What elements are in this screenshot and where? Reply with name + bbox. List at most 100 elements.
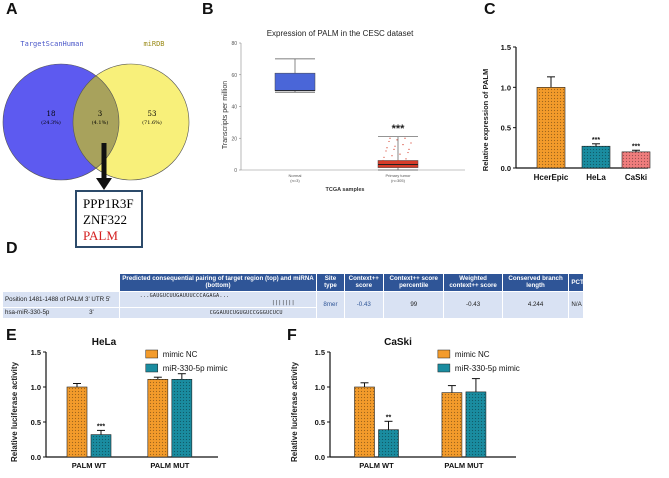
chartF-annotation: ** <box>386 414 392 421</box>
chartE-legend-swatch <box>145 349 159 359</box>
chartE-annotation: *** <box>97 423 105 430</box>
venn-right-count: 53 <box>148 110 157 118</box>
panel-label-d: D <box>6 240 18 257</box>
gene-item: ZNF322 <box>83 212 128 227</box>
chartF-ytick-label: 1.0 <box>315 383 325 392</box>
row1-label: Position 1481-1488 of PALM 3' UTR 5' <box>2 290 120 309</box>
site-type-cell: 8mer <box>316 290 345 320</box>
panel-label-e: E <box>6 327 17 344</box>
chartE-bar-texture <box>67 387 87 457</box>
chartF-bar-texture <box>441 392 462 457</box>
table-header: PCT <box>568 273 584 292</box>
chart-b-point <box>410 142 412 144</box>
chart-b-point <box>402 144 404 146</box>
panel-label-b: B <box>202 1 214 18</box>
chart-b-annotation: *** <box>392 123 406 135</box>
chart-b-point <box>408 148 410 150</box>
venn-diagram: TargetScanHuman miRDB 18 (24.3%) 3 (4.1%… <box>2 40 190 190</box>
chartF-category-label: PALM MUT <box>444 461 483 470</box>
chart-b-point <box>389 137 391 139</box>
table-header: Context++ score <box>343 273 385 292</box>
chart-b-point <box>404 137 406 139</box>
chartF-bar-texture <box>378 429 399 457</box>
chart-b-ytick-label: 80 <box>231 41 237 47</box>
chart-f-title: CaSki <box>384 337 412 348</box>
chart-b-category-label: (n=3) <box>290 178 300 183</box>
table-header: Conserved branch length <box>501 273 570 292</box>
chart-b-ytick-label: 60 <box>231 73 237 79</box>
chart-c-category-label: HcerEpic <box>534 173 569 182</box>
table-header: Predicted consequential pairing of targe… <box>118 273 318 292</box>
chartE-legend-label: mimic NC <box>163 350 198 359</box>
table-row: Position 1481-1488 of PALM 3' UTR 5' ...… <box>2 290 584 320</box>
context-score-cell: -0.43 <box>343 290 385 320</box>
table-header <box>2 273 120 292</box>
chart-b-ytick-label: 20 <box>231 136 237 142</box>
chart-c-ylabel: Relative expression of PALM <box>481 69 490 171</box>
gene-item: PPP1R3F <box>83 196 134 211</box>
chart-c-annotation: *** <box>632 143 640 150</box>
chartE-category-label: PALM WT <box>72 461 107 470</box>
mirna-link[interactable]: hsa-miR-330-5p 3' <box>2 307 120 320</box>
chart-b-point <box>399 153 401 155</box>
chart-b-point <box>396 139 398 141</box>
chart-b-title: Expression of PALM in the CESC dataset <box>267 29 414 38</box>
chart-b-box <box>274 72 316 91</box>
chartF-ytick-label: 0.5 <box>315 418 325 427</box>
venn-left-count: 18 <box>47 110 56 118</box>
pct-cell: N/A <box>568 290 584 320</box>
table-header: Context++ score percentile <box>383 273 445 292</box>
chartF-ytick-label: 1.5 <box>315 348 325 357</box>
table-row: hsa-miR-330-5p 3' CGGAUUCUGUGUCCGGGUCUCU <box>2 307 584 320</box>
chart-c-bar-texture <box>622 151 650 168</box>
chart-b-category-label: (n=305) <box>391 178 406 183</box>
chartE-ytick-label: 0.0 <box>31 453 41 462</box>
chart-b-point <box>388 140 390 143</box>
chart-b-point <box>382 159 384 162</box>
gene-list-box: PPP1R3F ZNF322 PALM <box>75 190 143 248</box>
chartF-legend-swatch <box>437 349 451 359</box>
chartE-bar-texture <box>171 379 192 457</box>
chart-c-ytick-label: 0.5 <box>501 124 511 133</box>
chart-b-category-label: Primary tumor <box>385 173 411 178</box>
chart-c-annotation: *** <box>592 137 600 144</box>
chart-b-point <box>385 150 387 152</box>
chart-b-point <box>383 156 385 158</box>
targetscan-table: Predicted consequential pairing of targe… <box>2 273 584 320</box>
chart-b-point <box>393 148 395 150</box>
chart-f-bar: CaSki Relative luciferase activity 0.0 0.… <box>290 337 520 470</box>
venn-arrow-head <box>96 178 112 190</box>
chart-c-category-label: HeLa <box>586 173 606 182</box>
branch-length-cell: 4.244 <box>501 290 570 320</box>
chart-b-point <box>386 147 388 149</box>
chart-c-bar: Relative expression of PALM 0.0 0.5 1.0 1.5… <box>481 43 651 182</box>
panel-label-c: C <box>484 1 496 18</box>
chart-c-bar-texture <box>537 87 565 168</box>
chart-e-ylabel: Relative luciferase activity <box>10 361 19 462</box>
chart-c-ytick-label: 0.0 <box>501 164 511 173</box>
mirna-sequence: CGGAUUCUGUGUCCGGGUCUCU <box>118 307 318 320</box>
chart-b-ylabel: Transcripts per million <box>222 81 229 149</box>
chart-e-title: HeLa <box>92 337 117 348</box>
venn-left-pct: (24.3%) <box>41 119 61 126</box>
venn-right-label: miRDB <box>143 40 164 48</box>
chartE-legend-label: miR-330-5p mimic <box>163 364 228 373</box>
chartF-bar-texture <box>354 387 375 457</box>
venn-right-pct: (71.6%) <box>142 119 162 126</box>
chartF-ytick-label: 0.0 <box>315 453 325 462</box>
chartF-bar-texture <box>465 391 486 457</box>
table-header-row: Predicted consequential pairing of targe… <box>2 273 584 292</box>
venn-overlap-pct: (4.1%) <box>92 119 109 126</box>
chart-b-category-label: Normal <box>289 173 302 178</box>
chartF-category-label: PALM WT <box>359 461 394 470</box>
gene-item-palm: PALM <box>83 228 118 243</box>
chart-b-point <box>391 155 393 157</box>
table-header: Weighted context++ score <box>443 273 503 292</box>
chartE-bar-texture <box>91 434 111 457</box>
chart-c-ytick-label: 1.0 <box>501 83 511 92</box>
chart-b-point <box>407 151 409 154</box>
chartF-legend-label: mimic NC <box>455 350 490 359</box>
chart-b-point <box>405 158 407 160</box>
table-header: Site type <box>316 273 345 292</box>
chart-b-ytick-label: 40 <box>231 105 237 111</box>
